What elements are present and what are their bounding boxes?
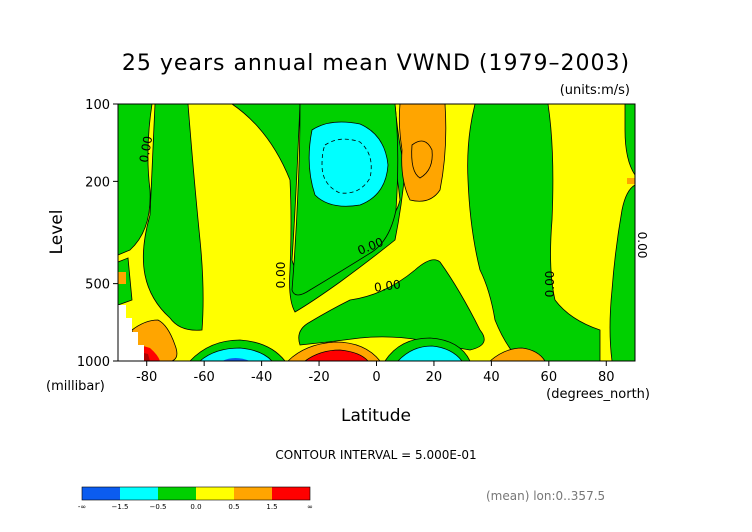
contour-label: 0.00: [373, 277, 401, 295]
colorbar-swatch: [272, 487, 310, 500]
cyan-contour-dashed: [321, 138, 372, 194]
contour-interval: CONTOUR INTERVAL = 5.000E-01: [275, 448, 476, 462]
cyan-region: [397, 345, 463, 362]
units-label: (units:m/s): [560, 83, 630, 98]
colorbar-label: -∞: [78, 503, 86, 511]
x-tick-label: -60: [194, 370, 215, 385]
x-tick-label: -80: [136, 370, 157, 385]
y-tick-label: 1000: [77, 355, 110, 370]
x-unit-label: (degrees_north): [546, 387, 650, 402]
red-region: [303, 349, 369, 362]
x-tick-label: 20: [426, 370, 443, 385]
x-tick-label: 60: [541, 370, 558, 385]
colorbar-swatch: [120, 487, 158, 500]
contour-label: 0.00: [543, 271, 557, 298]
colorbar-swatch: [234, 487, 272, 500]
y-unit-label: (millibar): [46, 379, 105, 394]
orange-region: [118, 272, 126, 284]
colorbar-label: −0.5: [150, 503, 167, 511]
missing-data-region: [118, 305, 144, 361]
colorbar-label: ∞: [307, 503, 313, 511]
green-region: [142, 103, 204, 331]
x-tick-label: 0: [372, 370, 380, 385]
colorbar-label: 0.5: [228, 503, 239, 511]
colorbar-label: 0.0: [190, 503, 201, 511]
green-region: [609, 184, 636, 362]
contour-label: 0.00: [635, 232, 649, 259]
colorbar-frame: [81, 486, 311, 501]
x-axis-label: Latitude: [341, 406, 411, 426]
y-axis: 100 200 500 1000: [77, 98, 118, 370]
cyan-region: [308, 121, 389, 207]
orange-region: [398, 103, 447, 202]
y-tick-label: 100: [85, 98, 110, 113]
contour-label: 0.00: [274, 262, 288, 289]
orange-region: [627, 178, 635, 184]
x-tick-label: -20: [308, 370, 329, 385]
cyan-region: [198, 347, 273, 362]
contour-label: 0.00: [137, 135, 155, 164]
y-tick-label: 200: [85, 175, 110, 190]
x-tick-label: 40: [483, 370, 500, 385]
colorbar-swatch: [196, 487, 234, 500]
colorbar: -∞ −1.5 −0.5 0.0 0.5 1.5 ∞: [78, 486, 313, 511]
y-tick-label: 500: [85, 278, 110, 293]
colorbar-swatch: [82, 487, 120, 500]
x-tick-label: 80: [598, 370, 615, 385]
orange-region: [488, 347, 546, 362]
blue-region: [222, 358, 250, 361]
plot-area: 0.00 0.00 0.00 0.00 0.00 0.00: [117, 103, 649, 362]
colorbar-swatch: [158, 487, 196, 500]
footer-text: (mean) lon:0..357.5: [486, 489, 605, 503]
y-axis-label: Level: [47, 210, 67, 255]
colorbar-label: −1.5: [112, 503, 129, 511]
x-axis: -80 -60 -40 -20 0 20 40 60 80: [136, 361, 615, 385]
chart-title: 25 years annual mean VWND (1979–2003): [122, 51, 630, 76]
green-region: [117, 103, 153, 256]
orange-contour: [411, 140, 433, 179]
colorbar-label: 1.5: [266, 503, 277, 511]
x-tick-label: -40: [251, 370, 272, 385]
